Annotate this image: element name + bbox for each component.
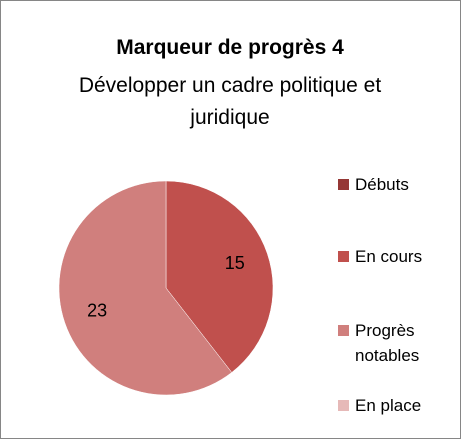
legend-label: Débuts [355,175,409,194]
pie-slice [165,180,274,373]
legend-label: Progrès notables [355,321,420,365]
legend-label: En place [355,396,422,415]
legend-item: Débuts [338,172,450,197]
legend-item: En cours [338,244,450,269]
legend-item: En place [338,393,450,418]
chart-title: Marqueur de progrès 4 [116,36,344,59]
chart-subtitle: Développer un cadre politique et juridiq… [78,74,382,129]
legend-label: En cours [355,247,423,266]
pie-slice [58,180,233,396]
legend-item: Progrès notables [338,318,450,368]
legend-swatch [338,400,349,411]
legend-swatch [338,325,349,336]
legend-swatch [338,251,349,262]
data-label: 23 [87,300,107,320]
legend-swatch [338,179,349,190]
data-label: 15 [225,253,245,273]
